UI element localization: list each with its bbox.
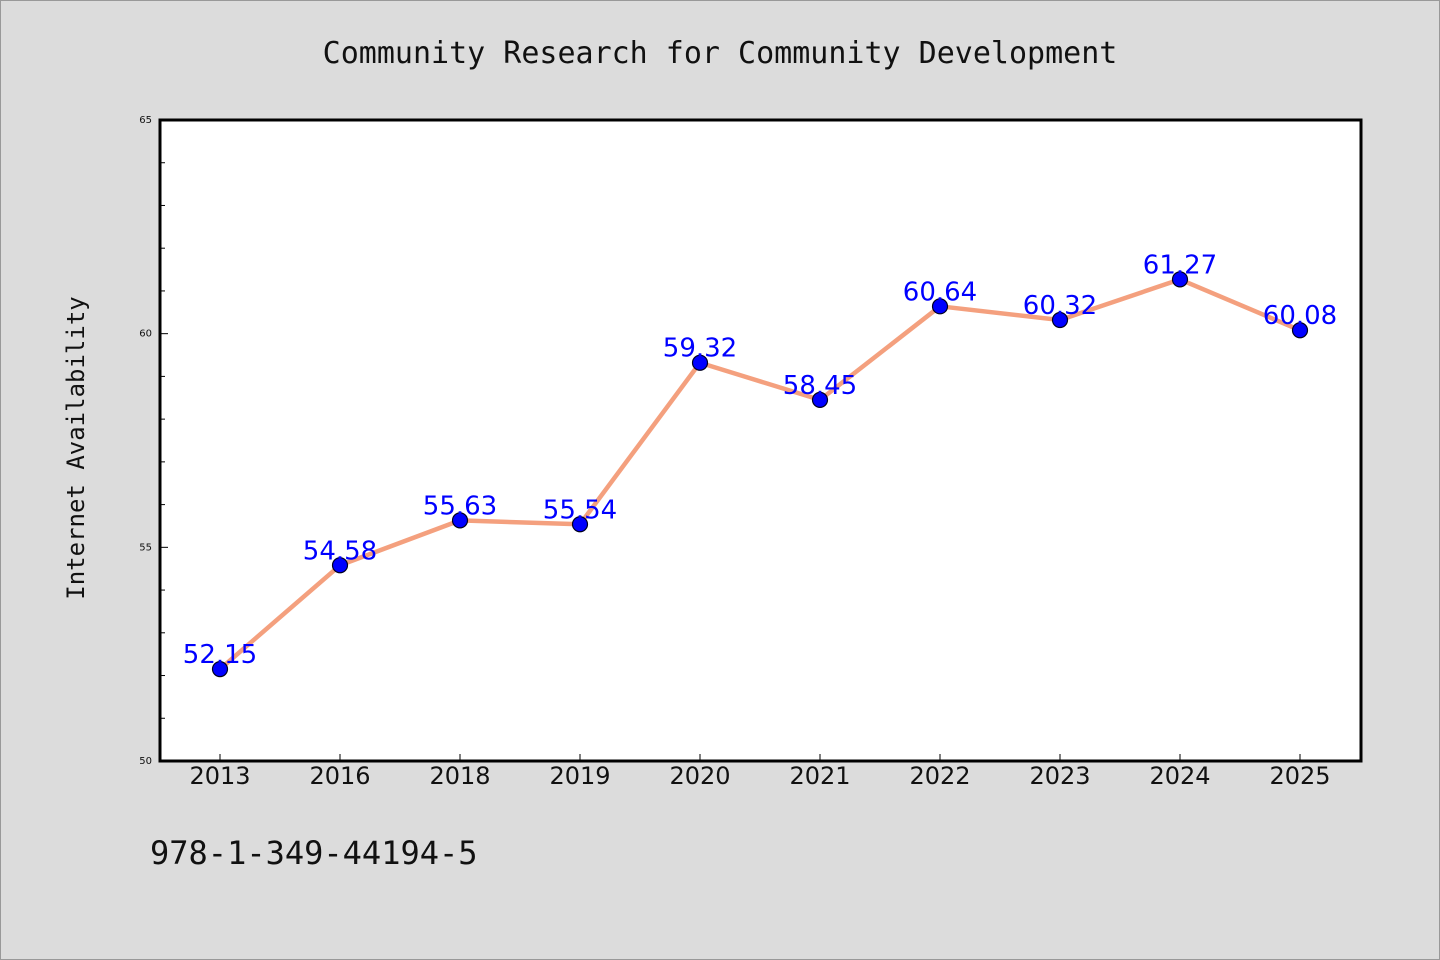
data-point xyxy=(811,391,829,409)
data-label: 55.63 xyxy=(423,491,497,521)
data-point xyxy=(691,354,709,371)
data-point xyxy=(1291,322,1309,339)
series-line-group xyxy=(218,277,1301,671)
y-tick-label: 55 xyxy=(139,542,152,553)
data-point xyxy=(571,516,589,533)
x-tick-label: 2023 xyxy=(1029,762,1090,790)
x-tick-label: 2016 xyxy=(309,762,370,790)
plot-area xyxy=(158,118,1363,763)
data-label: 60.64 xyxy=(903,277,977,307)
x-tick-label: 2018 xyxy=(429,762,490,790)
y-tick-label: 50 xyxy=(139,756,152,767)
data-point xyxy=(1051,311,1069,329)
chart-title: Community Research for Community Develop… xyxy=(323,36,1118,71)
data-label: 59.32 xyxy=(663,334,737,364)
series-line xyxy=(218,277,1301,671)
y-tick-label: 65 xyxy=(139,115,152,126)
x-tick-label: 2022 xyxy=(909,762,970,790)
x-tick-label: 2025 xyxy=(1269,762,1330,790)
data-point xyxy=(331,557,349,574)
data-label: 52.15 xyxy=(183,640,257,670)
data-label: 55.54 xyxy=(543,495,617,525)
y-axis: 50 55 60 65 xyxy=(139,115,168,767)
data-labels: 52.15 54.58 55.63 55.54 59.32 58.45 60.64 60.32… xyxy=(183,250,1337,670)
x-tick-label: 2024 xyxy=(1149,762,1210,790)
x-tick-label: 2020 xyxy=(669,762,730,790)
data-label: 60.08 xyxy=(1263,301,1337,331)
y-axis-label: Internet Availability xyxy=(62,296,90,599)
x-tick-label: 2019 xyxy=(549,762,610,790)
data-point xyxy=(451,512,469,529)
x-tick-label: 2021 xyxy=(789,762,850,790)
x-tick-label: 2013 xyxy=(189,762,250,790)
y-tick-label: 60 xyxy=(139,329,152,340)
data-markers xyxy=(211,271,1309,678)
data-point xyxy=(211,661,229,678)
x-axis: 2013 2016 2018 2019 2020 2021 2022 2023 2024 2025 xyxy=(189,754,1331,790)
data-label: 60.32 xyxy=(1023,291,1097,321)
data-label: 58.45 xyxy=(783,371,857,401)
data-label: 61.27 xyxy=(1143,250,1217,280)
data-point xyxy=(1171,271,1189,288)
data-label: 54.58 xyxy=(303,536,377,566)
data-point xyxy=(931,298,949,315)
footnote-isbn: 978-1-349-44194-5 xyxy=(150,834,478,872)
